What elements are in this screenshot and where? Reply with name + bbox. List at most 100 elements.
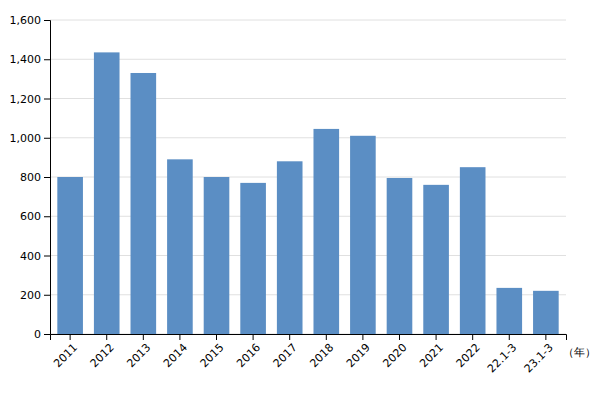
x-tick-label: 2018	[307, 341, 336, 370]
x-tick-mark	[436, 334, 437, 340]
y-tick-label: 400	[20, 250, 41, 263]
y-tick: 400	[20, 250, 50, 263]
x-tick-mark	[472, 334, 473, 340]
bar	[350, 136, 376, 334]
x-tick-label: 2016	[234, 341, 263, 370]
x-tick-label: 2013	[124, 341, 153, 370]
x-tick-mark	[362, 334, 363, 340]
grid-line	[50, 20, 566, 21]
x-tick: 2022	[454, 334, 483, 370]
bar	[423, 185, 449, 334]
x-tick: 2017	[271, 334, 300, 370]
x-tick-label: 2014	[161, 341, 190, 370]
x-tick-mark	[509, 334, 510, 340]
bar	[387, 178, 413, 334]
x-tick: 2020	[381, 334, 410, 370]
y-tick-label: 200	[20, 289, 41, 302]
x-tick-mark	[143, 334, 144, 340]
x-tick: 2015	[198, 334, 227, 370]
y-axis: 0 200 400 600 800 1,000 1,200 1,400 1,600	[10, 14, 51, 341]
y-tick-mark	[44, 295, 50, 296]
y-tick-mark	[44, 20, 50, 21]
x-tick: 23.1-3	[522, 334, 556, 375]
y-tick-mark	[44, 177, 50, 178]
y-tick: 1,200	[10, 93, 51, 106]
y-tick-mark	[44, 334, 50, 335]
y-tick-label: 1,400	[10, 53, 42, 66]
plot-area: 0 200 400 600 800 1,000 1,200 1,400 1,600 2011 201…	[10, 14, 596, 375]
x-tick-mark	[399, 334, 400, 340]
x-tick-label: 2021	[417, 341, 446, 370]
x-tick-mark	[326, 334, 327, 340]
grid-line	[50, 137, 566, 138]
y-tick-mark	[44, 138, 50, 139]
x-tick-mark	[289, 334, 290, 340]
x-tick-label: 2012	[88, 341, 117, 370]
bar	[240, 183, 266, 334]
x-tick: 2018	[307, 334, 336, 370]
y-tick-label: 1,200	[10, 93, 42, 106]
grid-line	[50, 216, 566, 217]
x-tick-label: 2011	[51, 341, 80, 370]
annotation: （年）	[563, 346, 596, 359]
bar	[496, 288, 522, 334]
x-tick: 2016	[234, 334, 263, 370]
x-tick-label: 2022	[454, 341, 483, 370]
grid-line	[50, 255, 566, 256]
x-tick-label: 2017	[271, 341, 300, 370]
x-tick: 2013	[124, 334, 153, 370]
x-tick-mark	[545, 334, 546, 340]
x-axis-line	[51, 335, 567, 341]
y-tick-mark	[44, 59, 50, 60]
y-tick: 1,600	[10, 14, 51, 27]
bar	[94, 52, 120, 334]
grid-line	[50, 98, 566, 99]
y-tick: 0	[34, 328, 50, 341]
x-tick-mark	[253, 334, 254, 340]
bar	[533, 291, 559, 334]
grid-line	[50, 59, 566, 60]
x-tick: 2021	[417, 334, 446, 370]
y-tick-label: 1,600	[10, 14, 42, 27]
y-tick: 1,400	[10, 53, 51, 66]
y-tick: 200	[20, 289, 50, 302]
y-tick-label: 0	[34, 328, 41, 341]
x-tick-label: 2020	[381, 341, 410, 370]
chart-container: 0 200 400 600 800 1,000 1,200 1,400 1,600 2011 201…	[0, 0, 616, 394]
y-tick: 800	[20, 171, 50, 184]
bar	[313, 129, 339, 334]
x-tick-label: 22.1-3	[485, 341, 519, 375]
grid	[50, 20, 566, 334]
y-tick-label: 800	[20, 171, 41, 184]
bars	[57, 52, 558, 334]
x-tick: 22.1-3	[485, 334, 519, 375]
y-tick-mark	[44, 216, 50, 217]
bar	[460, 167, 486, 334]
x-tick: 2011	[51, 334, 80, 370]
y-tick-label: 1,000	[10, 132, 42, 145]
x-tick: 2014	[161, 334, 190, 370]
x-tick: 2012	[88, 334, 117, 370]
x-tick-label: 23.1-3	[522, 341, 556, 375]
bar	[131, 73, 157, 334]
x-tick: 2019	[344, 334, 373, 370]
y-tick-mark	[44, 99, 50, 100]
chart-svg: 0 200 400 600 800 1,000 1,200 1,400 1,600 2011 201…	[0, 0, 616, 394]
bar	[167, 159, 193, 334]
x-axis: 2011201220132014201520162017201820192020…	[51, 334, 567, 375]
x-tick-label: 2015	[198, 341, 227, 370]
grid-line	[50, 177, 566, 178]
y-tick-label: 600	[20, 210, 41, 223]
y-axis-line	[44, 21, 51, 335]
x-tick-label: 2019	[344, 341, 373, 370]
y-tick: 1,000	[10, 132, 51, 145]
bar	[277, 161, 303, 334]
grid-line	[50, 294, 566, 295]
x-tick-mark	[179, 334, 180, 340]
x-tick-mark	[70, 334, 71, 340]
y-tick: 600	[20, 210, 50, 223]
bar	[204, 177, 230, 334]
bar	[57, 177, 83, 334]
x-tick-mark	[106, 334, 107, 340]
y-tick-mark	[44, 256, 50, 257]
